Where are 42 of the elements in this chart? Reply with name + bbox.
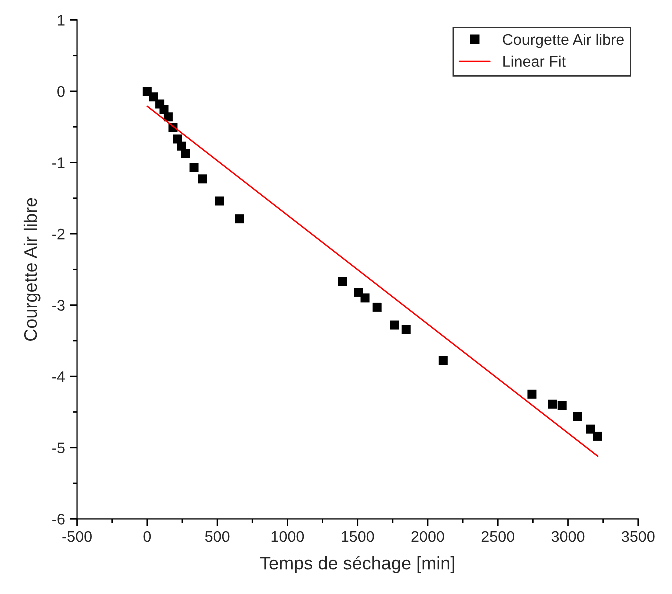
y-tick-label: 1 bbox=[58, 15, 65, 26]
point bbox=[593, 432, 602, 441]
point bbox=[402, 325, 411, 334]
point bbox=[548, 400, 558, 409]
point bbox=[354, 288, 364, 297]
point bbox=[390, 320, 400, 330]
x-tick-label: -500 bbox=[62, 531, 92, 542]
x-tick-label: 0 bbox=[144, 531, 152, 542]
x-tick-label: 1000 bbox=[272, 531, 304, 542]
y-tick-label: -1 bbox=[52, 158, 65, 168]
point bbox=[236, 214, 245, 224]
point bbox=[164, 112, 173, 122]
point bbox=[190, 163, 199, 172]
legend-label: Linear Fit bbox=[504, 56, 566, 68]
y-tick-label: -4 bbox=[52, 372, 66, 382]
point bbox=[360, 294, 370, 303]
x-tick-label: 3000 bbox=[552, 531, 585, 542]
legend-label: Courgette Air libre bbox=[503, 34, 624, 48]
y-tick-label: -6 bbox=[52, 514, 65, 525]
point bbox=[198, 174, 208, 184]
x-tick-label: 1500 bbox=[342, 531, 374, 542]
point bbox=[173, 134, 182, 144]
point bbox=[438, 356, 448, 366]
x-tick-label: 2000 bbox=[412, 531, 444, 542]
point bbox=[586, 424, 596, 434]
y-tick-label: -2 bbox=[52, 228, 65, 240]
point bbox=[215, 196, 224, 206]
point bbox=[372, 302, 382, 312]
x-axis-title: Temps de séchage [min] bbox=[260, 556, 454, 574]
y-tick-label: 0 bbox=[58, 86, 65, 98]
point bbox=[528, 390, 537, 399]
point bbox=[338, 277, 348, 286]
x-tick-label: 500 bbox=[205, 531, 230, 542]
y-tick-label: -3 bbox=[52, 300, 65, 311]
x-tick-label: 3500 bbox=[622, 531, 655, 542]
y-tick-label: -5 bbox=[52, 442, 65, 454]
y-axis-title: Courgette Air libre bbox=[24, 198, 41, 342]
x-tick-label: 2500 bbox=[482, 531, 515, 542]
point bbox=[558, 401, 567, 410]
point bbox=[181, 148, 190, 158]
point bbox=[149, 92, 158, 102]
point bbox=[573, 412, 582, 422]
